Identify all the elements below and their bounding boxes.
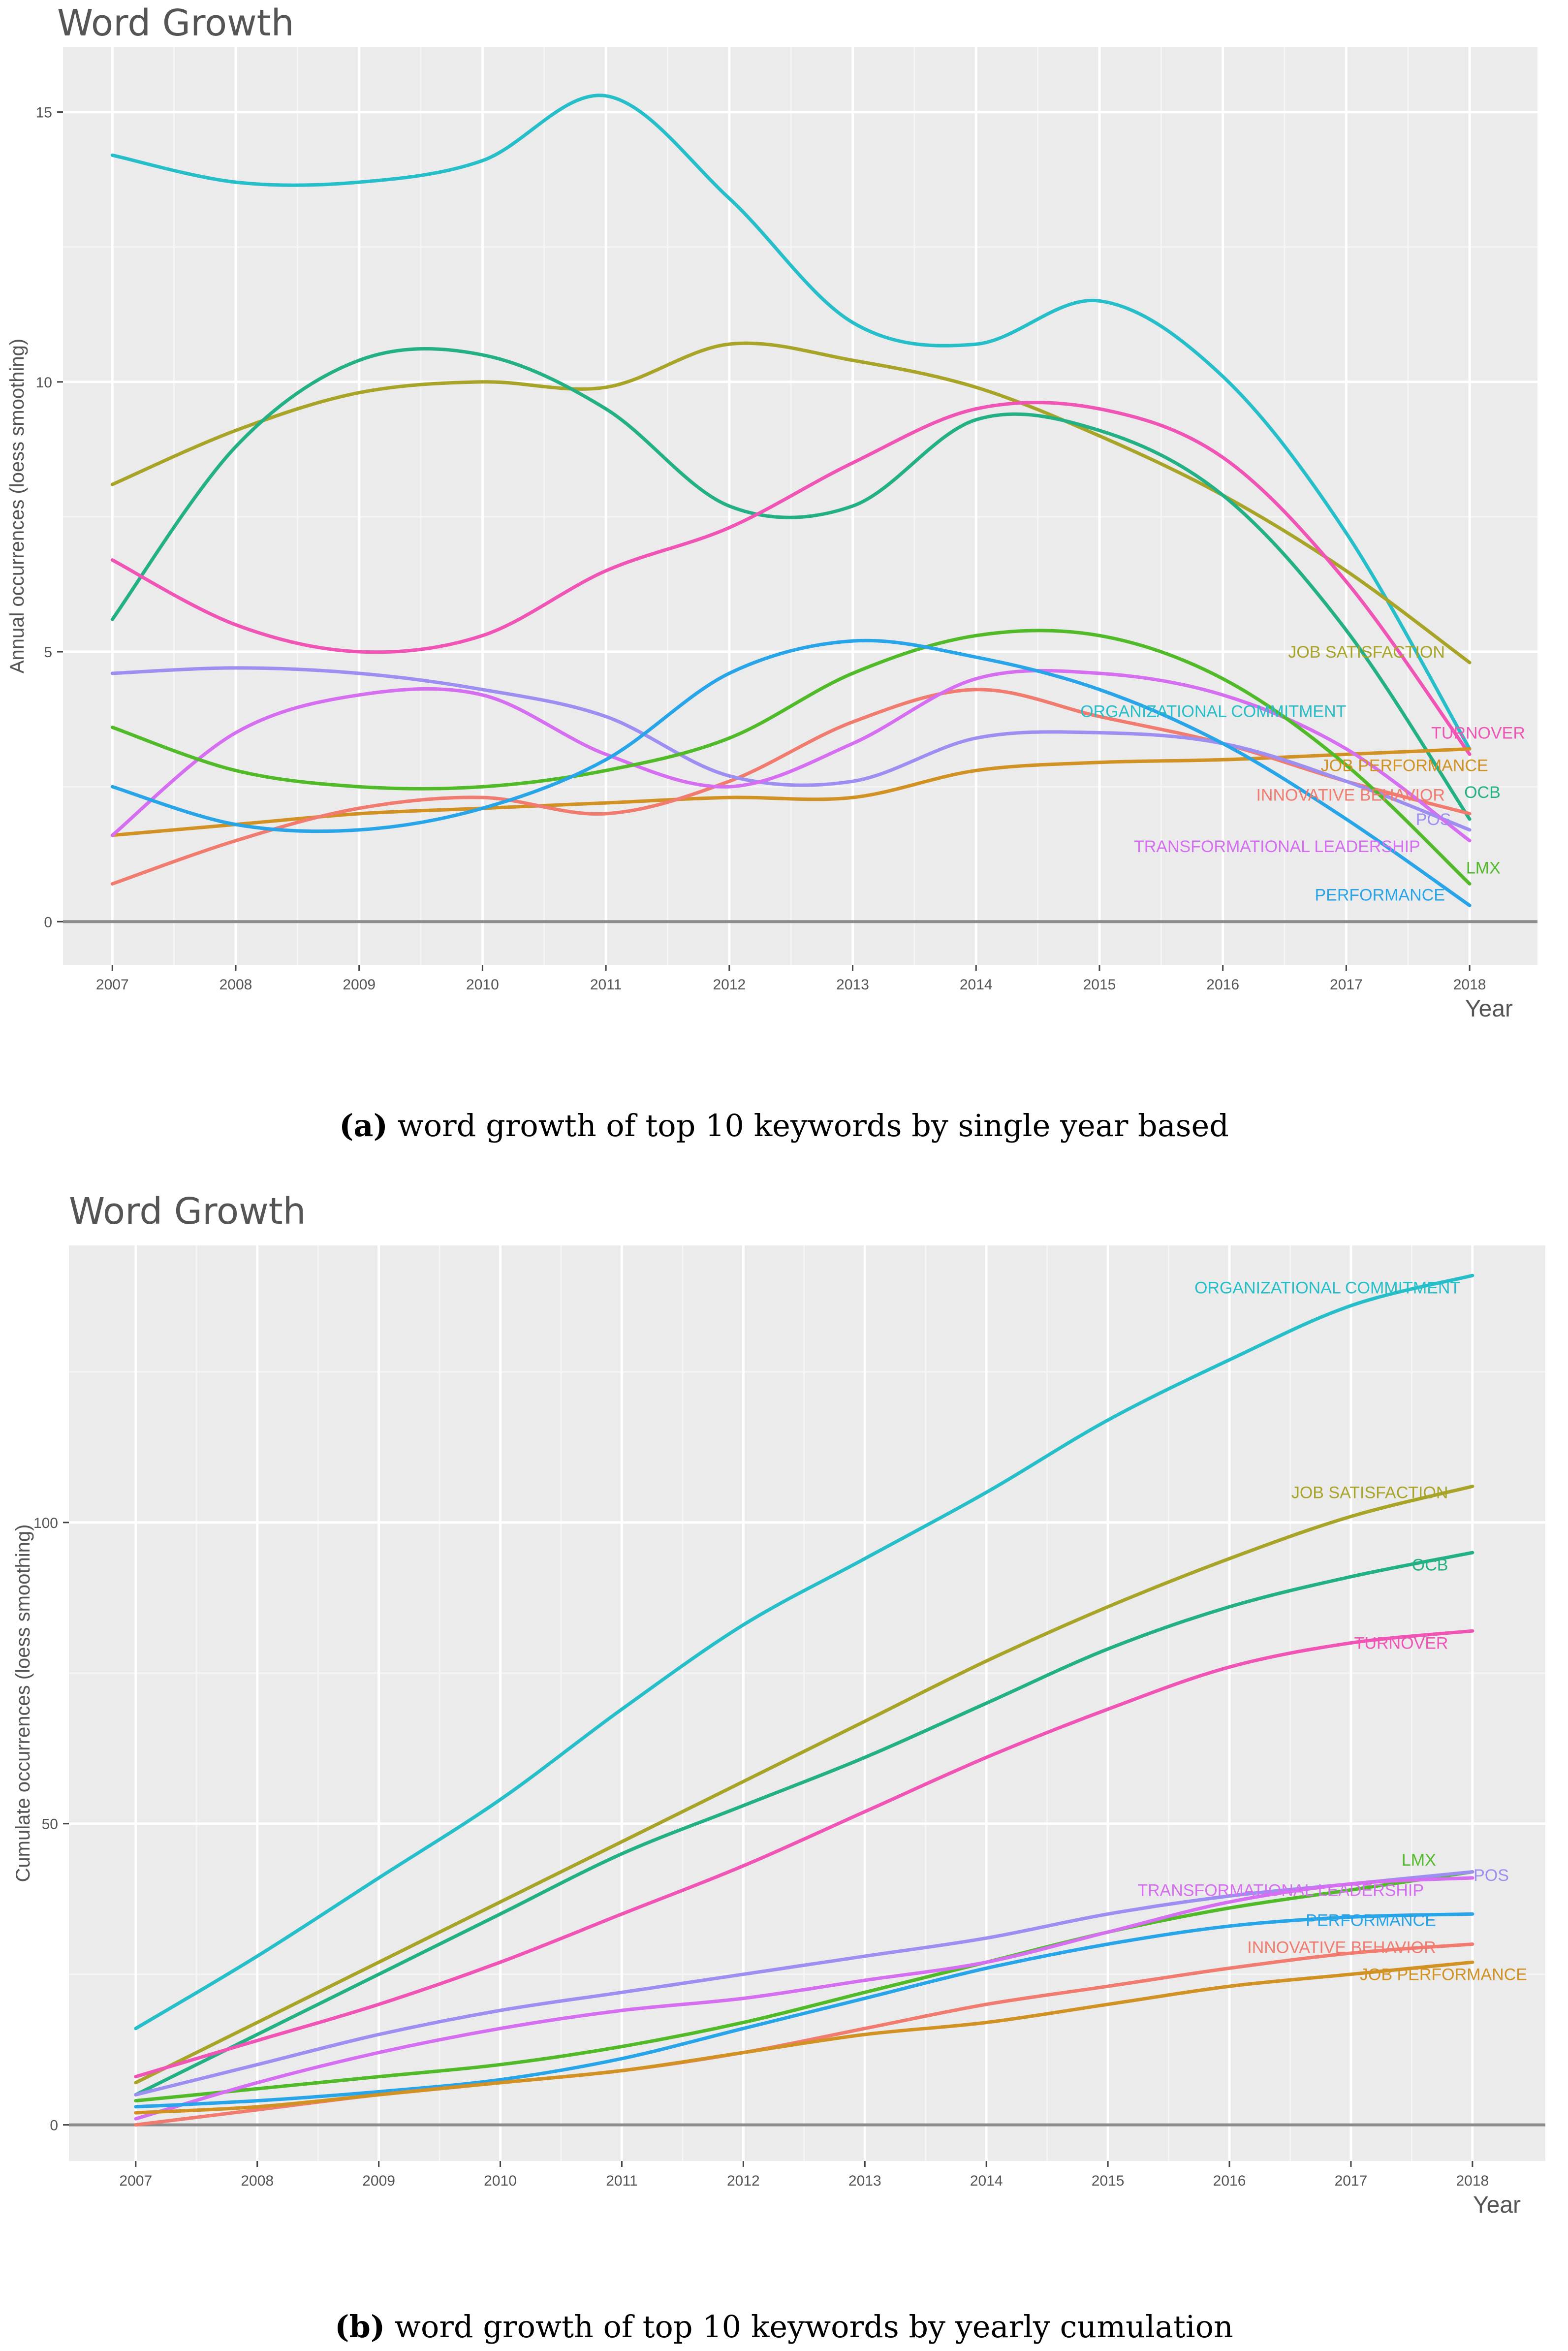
y-tick-label: 15 bbox=[36, 105, 52, 121]
series-line-organizational-commitment bbox=[134, 1273, 1474, 2031]
x-tick-label: 2010 bbox=[484, 2173, 517, 2189]
y-tick-label: 10 bbox=[36, 375, 52, 391]
chart-a: 2007 2008 2009 2010 2011 2012 2013 2014 2015 2016… bbox=[6, 47, 1537, 1022]
series-line-job-performance bbox=[134, 1960, 1474, 2115]
series-line-pos bbox=[134, 1870, 1474, 2097]
series-line-performance bbox=[134, 1912, 1474, 2109]
x-tick-label: 2016 bbox=[1206, 977, 1239, 993]
x-tick-label: 2009 bbox=[343, 977, 376, 993]
caption-label: (b) bbox=[335, 2309, 385, 2345]
series-line-transformational-leadership bbox=[134, 1876, 1474, 2121]
y-tick-label: 0 bbox=[50, 2118, 58, 2134]
x-tick-label: 2013 bbox=[848, 2173, 881, 2189]
series-line-job-performance bbox=[110, 747, 1472, 837]
y-axis-title: Annual occurrences (loess smoothing) bbox=[6, 339, 28, 673]
x-tick-label: 2017 bbox=[1335, 2173, 1368, 2189]
series-line-job-satisfaction bbox=[134, 1485, 1474, 2085]
x-tick-label: 2011 bbox=[590, 977, 622, 993]
y-tick-label: 50 bbox=[42, 1816, 58, 1833]
x-tick-label: 2009 bbox=[362, 2173, 395, 2189]
y-tick-label: 5 bbox=[44, 644, 52, 661]
series-label: JOB PERFORMANCE bbox=[1321, 756, 1488, 775]
figure-b: Word Growth 2007 2008 2009 2010 2011 2012 2013… bbox=[0, 1186, 1568, 2351]
series-label: INNOVATIVE BEHAVIOR bbox=[1256, 786, 1445, 805]
series-line-turnover bbox=[110, 401, 1472, 756]
series-line-ocb bbox=[110, 347, 1472, 821]
series-label: PERFORMANCE bbox=[1306, 1911, 1436, 1930]
series-label: JOB SATISFACTION bbox=[1291, 1484, 1448, 1502]
series-label: OCB bbox=[1464, 783, 1501, 802]
x-tick-label: 2012 bbox=[713, 977, 746, 993]
series-label: TRANSFORMATIONAL LEADERSHIP bbox=[1137, 1881, 1424, 1900]
y-axis-title: Cumulate occurrences (loess smoothing) bbox=[12, 1525, 34, 1882]
series-line-performance bbox=[110, 638, 1472, 907]
x-axis-title: Year bbox=[1465, 996, 1513, 1022]
series-line-turnover bbox=[134, 1629, 1474, 2079]
x-tick-label: 2017 bbox=[1330, 977, 1363, 993]
series-label: ORGANIZATIONAL COMMITMENT bbox=[1080, 702, 1346, 721]
series-line-ocb bbox=[134, 1551, 1474, 2097]
x-tick-label: 2007 bbox=[119, 2173, 152, 2189]
plot-panel bbox=[63, 47, 1537, 965]
series-label: INNOVATIVE BEHAVIOR bbox=[1247, 1938, 1436, 1957]
x-tick-label: 2007 bbox=[96, 977, 129, 993]
series-line-job-satisfaction bbox=[110, 341, 1472, 665]
x-tick-label: 2014 bbox=[960, 977, 993, 993]
series-line-transformational-leadership bbox=[110, 668, 1472, 843]
series-label: PERFORMANCE bbox=[1315, 886, 1444, 904]
chart-b: 2007 2008 2009 2010 2011 2012 2013 2014 2015 2016… bbox=[12, 1245, 1545, 2218]
series-label: ORGANIZATIONAL COMMITMENT bbox=[1194, 1279, 1460, 1298]
x-tick-label: 2013 bbox=[836, 977, 869, 993]
series-label: OCB bbox=[1412, 1556, 1448, 1575]
x-axis-title: Year bbox=[1473, 2192, 1521, 2218]
series-label: JOB SATISFACTION bbox=[1288, 643, 1445, 662]
x-tick-label: 2018 bbox=[1453, 977, 1486, 993]
caption-a: (a) word growth of top 10 keywords by si… bbox=[0, 1108, 1568, 1144]
plot-panel bbox=[69, 1245, 1545, 2161]
x-tick-label: 2014 bbox=[970, 2173, 1003, 2189]
series-label: LMX bbox=[1402, 1851, 1436, 1870]
x-tick-label: 2008 bbox=[220, 977, 252, 993]
figure-a: Word Growth 2007 2008 2009 2010 2011 2012 2013… bbox=[0, 0, 1568, 1152]
x-tick-label: 2015 bbox=[1092, 2173, 1125, 2189]
x-tick-label: 2015 bbox=[1083, 977, 1116, 993]
caption-text: word growth of top 10 keywords by yearly… bbox=[385, 2309, 1233, 2345]
series-line-lmx bbox=[110, 629, 1472, 886]
x-tick-label: 2008 bbox=[241, 2173, 274, 2189]
x-tick-label: 2016 bbox=[1213, 2173, 1246, 2189]
chart-title: Word Growth bbox=[69, 1190, 306, 1233]
series-line-pos bbox=[110, 666, 1472, 832]
x-tick-label: 2018 bbox=[1456, 2173, 1489, 2189]
x-tick-label: 2010 bbox=[466, 977, 499, 993]
series-label: TURNOVER bbox=[1354, 1634, 1448, 1653]
series-label: TURNOVER bbox=[1431, 724, 1525, 743]
caption-label: (a) bbox=[339, 1108, 388, 1144]
caption-text: word growth of top 10 keywords by single… bbox=[387, 1108, 1229, 1144]
y-tick-label: 0 bbox=[44, 914, 52, 930]
series-line-lmx bbox=[134, 1870, 1474, 2103]
series-label: LMX bbox=[1466, 859, 1501, 878]
y-tick-label: 100 bbox=[33, 1515, 58, 1531]
x-tick-label: 2011 bbox=[606, 2173, 638, 2189]
series-line-organizational-commitment bbox=[110, 94, 1472, 751]
series-label: POS bbox=[1474, 1866, 1509, 1885]
chart-title: Word Growth bbox=[57, 2, 294, 44]
series-label: JOB PERFORMANCE bbox=[1360, 1966, 1527, 1984]
series-label: POS bbox=[1416, 810, 1451, 829]
caption-b: (b) word growth of top 10 keywords by ye… bbox=[0, 2309, 1568, 2345]
x-tick-label: 2012 bbox=[727, 2173, 760, 2189]
series-label: TRANSFORMATIONAL LEADERSHIP bbox=[1134, 837, 1420, 856]
